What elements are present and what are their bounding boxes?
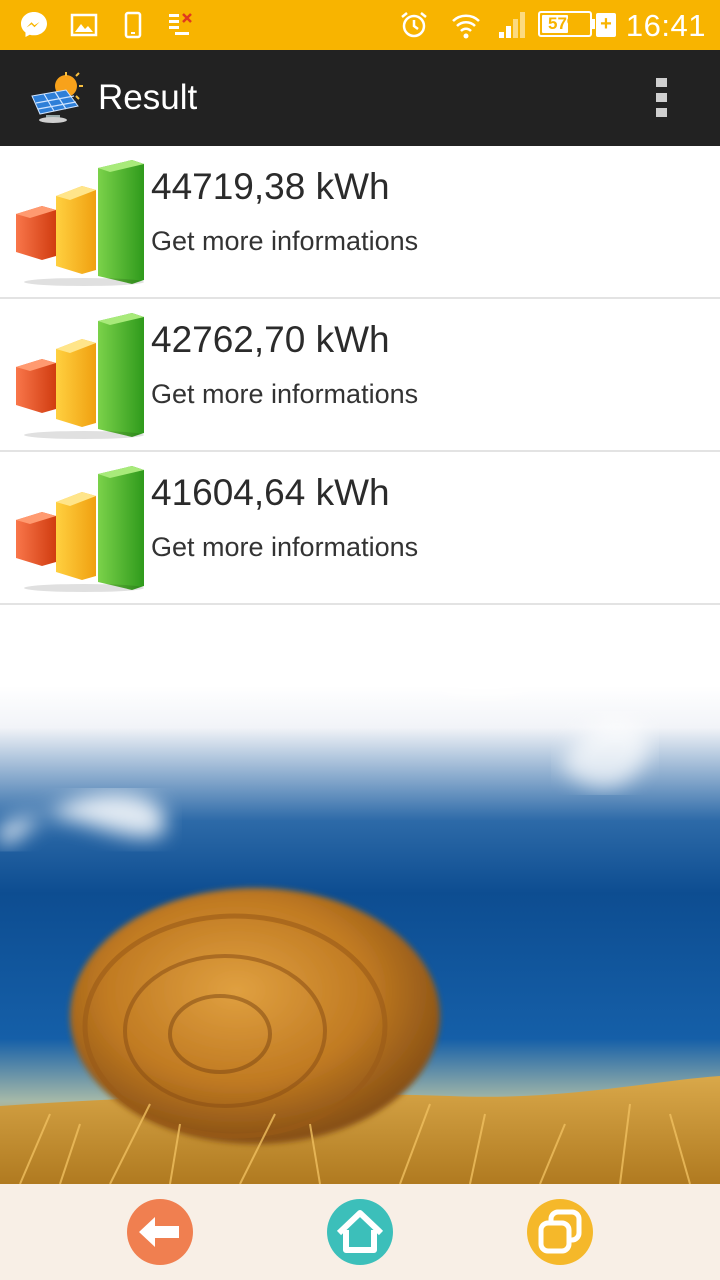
action-bar: Result bbox=[0, 50, 720, 146]
clock: 16:41 bbox=[625, 8, 706, 43]
result-value: 42762,70 kWh bbox=[151, 319, 390, 360]
charging-icon: + bbox=[596, 13, 616, 37]
more-info-link[interactable]: Get more informations bbox=[151, 532, 419, 562]
home-icon bbox=[327, 1199, 393, 1265]
back-button[interactable] bbox=[127, 1199, 193, 1265]
status-bar: 57% + 16:41 bbox=[0, 0, 720, 50]
back-arrow-icon bbox=[127, 1199, 193, 1265]
result-row[interactable]: 42762,70 kWh Get more informations bbox=[0, 299, 720, 452]
phone-icon bbox=[124, 11, 142, 39]
windows-button[interactable] bbox=[527, 1199, 593, 1265]
battery-icon: 57% bbox=[538, 11, 592, 37]
bar-chart-icon bbox=[16, 313, 144, 439]
gallery-icon bbox=[70, 13, 98, 37]
more-info-link[interactable]: Get more informations bbox=[151, 379, 419, 409]
bar-chart-icon bbox=[16, 160, 144, 286]
data-icon bbox=[169, 13, 192, 35]
result-row[interactable]: 41604,64 kWh Get more informations bbox=[0, 452, 720, 605]
result-list: 44719,38 kWh Get more informations 42762… bbox=[0, 146, 720, 605]
signal-icon bbox=[499, 12, 525, 38]
alarm-icon bbox=[401, 12, 427, 38]
windows-icon bbox=[527, 1199, 593, 1265]
more-info-link[interactable]: Get more informations bbox=[151, 226, 419, 256]
wifi-icon bbox=[452, 14, 480, 39]
bottom-nav bbox=[0, 1184, 720, 1280]
result-value: 41604,64 kWh bbox=[151, 472, 390, 513]
result-row[interactable]: 44719,38 kWh Get more informations bbox=[0, 146, 720, 299]
bar-chart-icon bbox=[16, 466, 144, 592]
messenger-icon bbox=[21, 12, 47, 37]
home-button[interactable] bbox=[327, 1199, 393, 1265]
result-value: 44719,38 kWh bbox=[151, 166, 390, 207]
overflow-menu-icon[interactable] bbox=[656, 78, 670, 120]
page-title: Result bbox=[98, 78, 198, 117]
battery-tip bbox=[592, 19, 595, 29]
battery-percent: 57% bbox=[547, 14, 583, 33]
hay-field-scene bbox=[0, 576, 720, 1184]
solar-panel-icon bbox=[31, 72, 83, 123]
